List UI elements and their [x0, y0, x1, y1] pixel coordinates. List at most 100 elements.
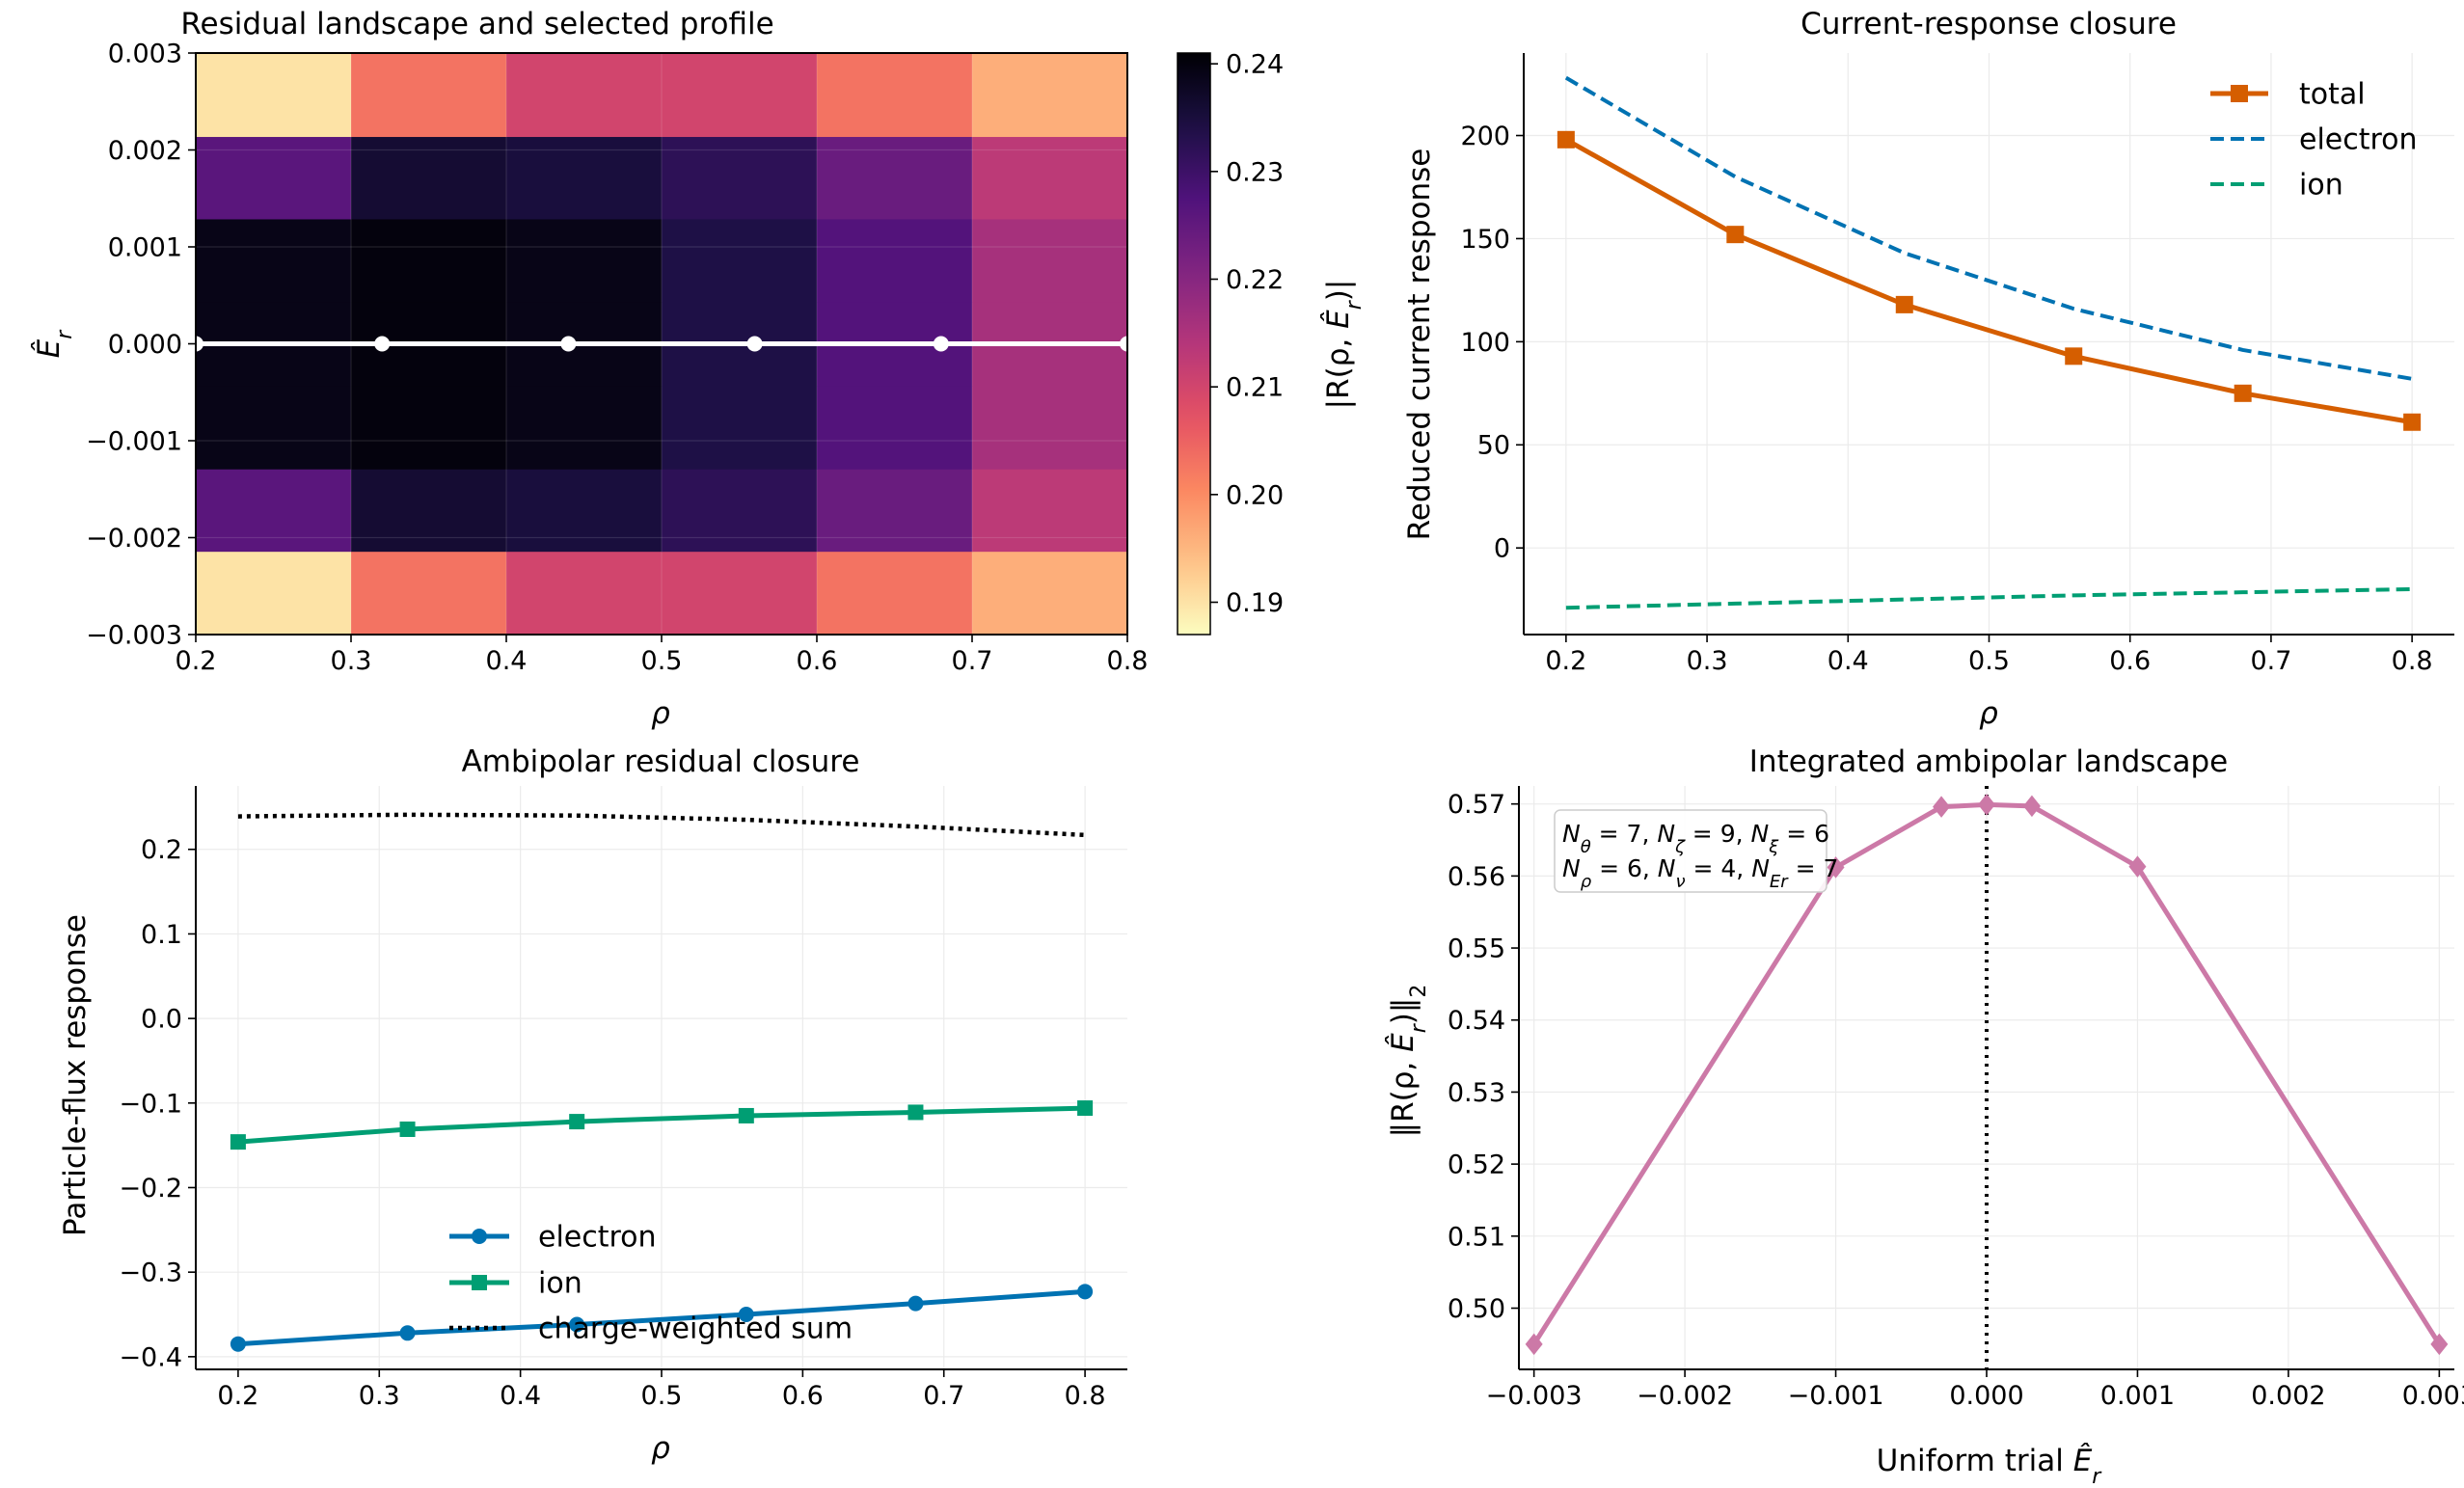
ambipolar-xtick-label: 0.4: [500, 1381, 541, 1411]
heatmap-cell: [351, 551, 507, 636]
current-response-xtick-label: 0.2: [1545, 646, 1586, 676]
heatmap-cell: [196, 551, 352, 636]
heatmap-ytick-label: −0.002: [86, 524, 182, 554]
heatmap-cell: [351, 136, 507, 220]
ambipolar-residual-xlabel: ρ: [651, 1431, 670, 1466]
series-marker-ion: [399, 1121, 416, 1137]
integrated-ytick-label: 0.55: [1448, 934, 1505, 964]
heatmap-cell: [817, 385, 973, 470]
grid-resolution-annotation: Nθ = 7, Nζ = 9, Nξ = 6Nρ = 6, Nν = 4, NE…: [1554, 809, 1839, 893]
ambipolar-xtick-label: 0.5: [641, 1381, 683, 1411]
integrated-xtick-label: −0.002: [1637, 1381, 1733, 1411]
current-response-xtick-label: 0.4: [1828, 646, 1869, 676]
heatmap-cell: [196, 469, 352, 553]
current-response-panel: Current-response closure 0.2 0.3 0.4 0.5 0.6…: [1402, 7, 2454, 731]
annotation-value: = 7,: [1591, 820, 1658, 848]
heatmap-cell: [662, 136, 818, 220]
heatmap-ylabel: Êr: [32, 329, 77, 359]
current-response-legend: total electron ion: [2210, 78, 2418, 203]
heatmap-cell: [506, 136, 663, 220]
series-marker-landscape: [1978, 794, 1995, 816]
annotation-subscript: ρ: [1581, 872, 1592, 892]
series-marker-electron: [907, 1295, 924, 1312]
heatmap-cell: [972, 551, 1128, 636]
colorbar-tick-label: 0.24: [1226, 50, 1284, 80]
integrated-ytick-label: 0.52: [1448, 1150, 1505, 1180]
current-response-ytick-label: 50: [1477, 431, 1510, 461]
ambipolar-xtick-label: 0.6: [782, 1381, 824, 1411]
heatmap-xtick-label: 0.8: [1107, 646, 1149, 676]
heatmap-cell: [351, 218, 507, 303]
ambipolar-ytick-label: −0.2: [119, 1174, 182, 1204]
ambipolar-xtick-label: 0.8: [1065, 1381, 1106, 1411]
residual-heatmap-panel: Residual landscape and selected profile …: [32, 7, 1367, 731]
integrated-xtick-label: −0.001: [1788, 1381, 1884, 1411]
heatmap-cell: [196, 136, 352, 220]
heatmap-ytick-label: −0.001: [86, 426, 182, 456]
annotation-line: Nθ = 7, Nζ = 9, Nξ = 6: [1562, 820, 1829, 857]
annotation-value: = 7: [1788, 854, 1839, 882]
series-marker-electron: [230, 1336, 246, 1352]
heatmap-cell: [506, 551, 663, 636]
heatmap-cell: [506, 218, 663, 303]
heatmap-ytick-label: 0.002: [108, 136, 182, 166]
integrated-ytick-label: 0.57: [1448, 790, 1505, 820]
colorbar-label: |R(ρ, Êr)|: [1321, 280, 1367, 410]
heatmap-cell: [662, 53, 818, 138]
ambipolar-residual-grid: [196, 786, 1127, 1369]
series-marker-electron: [738, 1307, 754, 1323]
annotation-symbol: N: [1562, 854, 1581, 882]
ambipolar-residual-lines: [230, 812, 1094, 1352]
integrated-ytick-label: 0.51: [1448, 1222, 1505, 1252]
colorbar-tick-label: 0.19: [1226, 588, 1284, 618]
integrated-landscape-axes: −0.003 −0.002 −0.001 0.000 0.001 0.002 0.003 0.…: [1448, 786, 2464, 1411]
legend-label-ion: ion: [538, 1267, 582, 1301]
ambipolar-ytick-label: 0.0: [141, 1005, 182, 1035]
series-marker-total: [2065, 347, 2083, 365]
series-marker-landscape: [2128, 855, 2147, 878]
heatmap-cell: [351, 53, 507, 138]
ambipolar-residual-title: Ambipolar residual closure: [462, 744, 860, 779]
ambipolar-ytick-label: −0.4: [119, 1342, 182, 1372]
heatmap-cell: [817, 136, 973, 220]
current-response-title: Current-response closure: [1801, 7, 2177, 41]
integrated-landscape-title: Integrated ambipolar landscape: [1749, 744, 2228, 779]
annotation-value: = 4,: [1686, 854, 1752, 882]
current-response-xlabel: ρ: [1979, 696, 1998, 731]
heatmap-cell: [506, 385, 663, 470]
annotation-subscript: θ: [1581, 837, 1591, 857]
colorbar-tick-label: 0.21: [1226, 373, 1284, 403]
legend-label-ion: ion: [2299, 169, 2343, 203]
current-response-xtick-label: 0.8: [2392, 646, 2433, 676]
heatmap-xtick-label: 0.3: [331, 646, 372, 676]
selected-profile: [188, 336, 1135, 352]
annotation-symbol: N: [1658, 854, 1676, 882]
integrated-xtick-label: 0.001: [2100, 1381, 2175, 1411]
annotation-symbol: N: [1751, 854, 1770, 882]
ambipolar-residual-ylabel: Particle-flux response: [58, 914, 93, 1236]
integrated-ytick-label: 0.53: [1448, 1078, 1505, 1108]
heatmap-cell: [662, 385, 818, 470]
series-marker-ion: [569, 1114, 585, 1130]
series-marker-electron: [569, 1316, 585, 1333]
heatmap-cell: [817, 53, 973, 138]
current-response-ylabel: Reduced current response: [1402, 149, 1437, 541]
series-marker-ion: [907, 1104, 924, 1121]
integrated-xtick-label: 0.002: [2251, 1381, 2325, 1411]
colorbar-gradient: [1177, 52, 1211, 636]
ambipolar-ytick-label: −0.1: [119, 1089, 182, 1119]
series-line-charge-weighted sum: [237, 812, 1086, 838]
heatmap-axes: 0.2 0.3 0.4 0.5 0.6 0.7 0.8 −0.003 −0.002 −0.001 0…: [86, 39, 1148, 676]
current-response-xtick-label: 0.7: [2250, 646, 2291, 676]
annotation-subscript: ξ: [1768, 837, 1779, 857]
selected-profile-marker: [560, 336, 577, 352]
current-response-ytick-label: 200: [1460, 122, 1510, 151]
heatmap-cell: [506, 53, 663, 138]
current-response-xtick-label: 0.3: [1687, 646, 1728, 676]
legend-marker-ion: [472, 1275, 487, 1290]
legend-marker-total: [2231, 85, 2248, 102]
colorbar-ticks: 0.19 0.20 0.21 0.22 0.23 0.24: [1210, 50, 1284, 618]
current-response-ytick-label: 100: [1460, 328, 1510, 358]
heatmap-ytick-label: 0.000: [108, 330, 182, 360]
series-marker-total: [2403, 413, 2422, 431]
